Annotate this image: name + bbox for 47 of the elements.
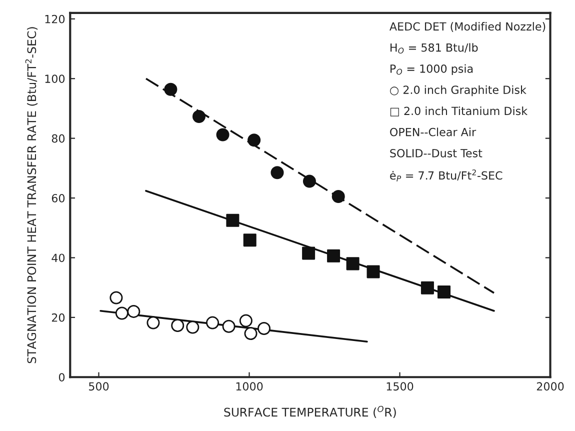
x-tick-label: 1500 [386,382,414,391]
point [206,316,220,330]
point [239,314,252,328]
y-tick-label: 100 [45,74,65,83]
annotation: P$_{O}$ = 1000 psia [390,64,473,76]
annotation: H$_{O}$ = 581 Btu/lb [390,43,478,54]
annotation: AEDC DET (Modified Nozzle) [390,22,546,32]
point [186,320,200,334]
point [115,306,128,320]
point [258,322,271,335]
annotation: SOLID--Dust Test [390,148,482,158]
point [420,281,434,294]
y-tick-label: 80 [52,134,65,143]
y-tick-label: 60 [52,194,65,202]
y-tick-label: 0 [58,373,65,382]
annotation: ○ 2.0 inch Graphite Disk [390,85,526,96]
point [171,318,184,332]
point [302,246,316,260]
annotation: □ 2.0 inch Titanium Disk [390,106,528,116]
x-tick-label: 500 [89,382,109,391]
point [332,190,345,204]
y-axis-title: STAGNATION POINT HEAT TRANSFER RATE (Btu/FT$^{2}$-SEC) [25,27,38,364]
x-axis-title: SURFACE TEMPERATURE ($^{O}$R) [224,406,396,418]
point [270,166,284,180]
y-tick-label: 120 [45,14,65,24]
x-tick-label: 1000 [236,382,263,391]
point [226,214,240,227]
point [244,327,258,340]
annotation: OPEN--Clear Air [390,128,476,136]
y-tick-label: 20 [52,313,65,322]
x-tick-label: 2000 [536,382,564,391]
point [243,234,256,247]
point [248,134,261,147]
annotation: ė$_{P}$ = 7.7 Btu/Ft$^{2}$-SEC [390,169,502,182]
point [127,304,140,318]
point [222,320,236,333]
y-tick-label: 40 [52,254,65,262]
point [366,265,380,278]
point [302,174,316,188]
point [438,286,451,299]
point [192,110,206,124]
point [146,316,160,330]
point [216,128,230,142]
point [327,249,340,262]
point [346,257,360,270]
point [110,291,123,304]
point [164,82,178,96]
